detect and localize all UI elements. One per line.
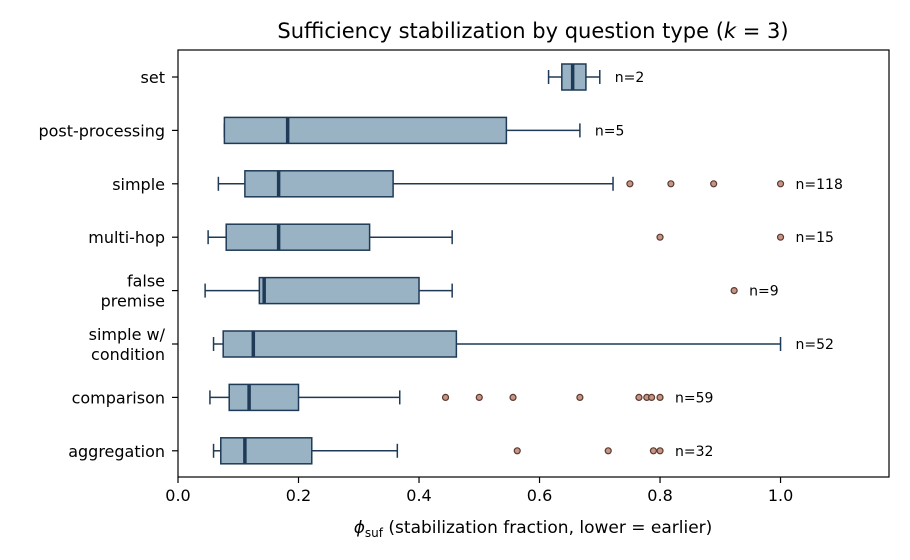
y-tick-label-line: comparison [72, 388, 165, 407]
sample-size-label: n=118 [796, 177, 843, 193]
x-axis-label: ϕsuf (stabilization fraction, lower = ea… [354, 518, 713, 540]
box-group: n=2 [547, 63, 645, 91]
y-tick-label-line: simple [112, 175, 165, 194]
y-tick-label-line: condition [91, 345, 165, 364]
outlier-point [576, 393, 584, 401]
outlier-point [513, 447, 521, 455]
box-group: n=15 [207, 223, 834, 251]
x-tick-label: 1.0 [768, 486, 793, 505]
outlier-point [635, 393, 643, 401]
box-group: n=9 [204, 276, 779, 305]
box-iqr [244, 170, 394, 198]
x-tick-label: 0.0 [165, 486, 190, 505]
x-tick-label: 0.2 [286, 486, 311, 505]
box-group: n=32 [212, 437, 713, 465]
y-tick-label-line: simple w/ [89, 325, 166, 344]
y-tick-label-line: premise [101, 292, 165, 311]
outlier-point [710, 180, 718, 188]
plot-area-frame [177, 49, 890, 478]
outlier-point [626, 180, 634, 188]
outlier-point [604, 447, 612, 455]
y-tick-label: simple w/condition [89, 325, 166, 364]
box-iqr [228, 383, 300, 412]
box-iqr [220, 437, 313, 465]
box-iqr [223, 116, 508, 145]
box-iqr [222, 330, 458, 358]
y-tick-label-line: multi-hop [88, 228, 165, 247]
y-tick-label: multi-hop [88, 228, 165, 247]
x-tick-label: 0.8 [647, 486, 672, 505]
sample-size-label: n=9 [749, 284, 779, 300]
y-tick-label-line: post-processing [38, 121, 165, 140]
box-group: n=5 [223, 116, 625, 145]
outlier-point [656, 447, 664, 455]
x-axis: 0.0 0.2 0.4 0.6 0.8 1.0 [165, 477, 793, 505]
sample-size-label: n=59 [675, 390, 713, 406]
y-tick-label: set [141, 68, 165, 87]
y-tick-label: post-processing [38, 121, 165, 140]
box-group: n=118 [217, 170, 843, 198]
y-tick-label-line: aggregation [68, 442, 165, 461]
y-tick-label-line: false [127, 272, 165, 291]
y-tick-label-line: set [141, 68, 165, 87]
box-iqr [225, 223, 371, 251]
sample-size-label: n=2 [615, 70, 645, 86]
outlier-point [667, 180, 675, 188]
outlier-point [647, 393, 656, 401]
outlier-point [656, 393, 664, 401]
box-group: n=59 [209, 383, 713, 412]
outlier-point [649, 447, 658, 455]
chart-title: Sufficiency stabilization by question ty… [277, 19, 788, 43]
outlier-point [441, 393, 450, 401]
outlier-point [730, 287, 738, 295]
outlier-point [776, 233, 785, 241]
sample-size-label: n=32 [675, 444, 713, 460]
sample-size-label: n=15 [796, 230, 834, 246]
x-tick-label: 0.4 [406, 486, 431, 505]
y-tick-label: false premise [101, 272, 165, 311]
y-tick-label: comparison [72, 388, 165, 407]
chart-marks: n=2 n=5 n=118 n=15 n=9 n=52 n=59 n=32 [204, 63, 843, 465]
sample-size-label: n=5 [595, 123, 625, 139]
outlier-point [776, 180, 785, 188]
x-tick-label: 0.6 [527, 486, 552, 505]
y-tick-label: aggregation [68, 442, 165, 461]
y-tick-label: simple [112, 175, 165, 194]
y-axis: set post-processing simple multi-hop false pr… [38, 68, 178, 461]
outlier-point [656, 233, 664, 241]
box-iqr [258, 276, 420, 305]
outlier-point [509, 393, 517, 401]
box-group: n=52 [212, 330, 834, 358]
outlier-point [475, 393, 483, 401]
sample-size-label: n=52 [796, 337, 834, 353]
